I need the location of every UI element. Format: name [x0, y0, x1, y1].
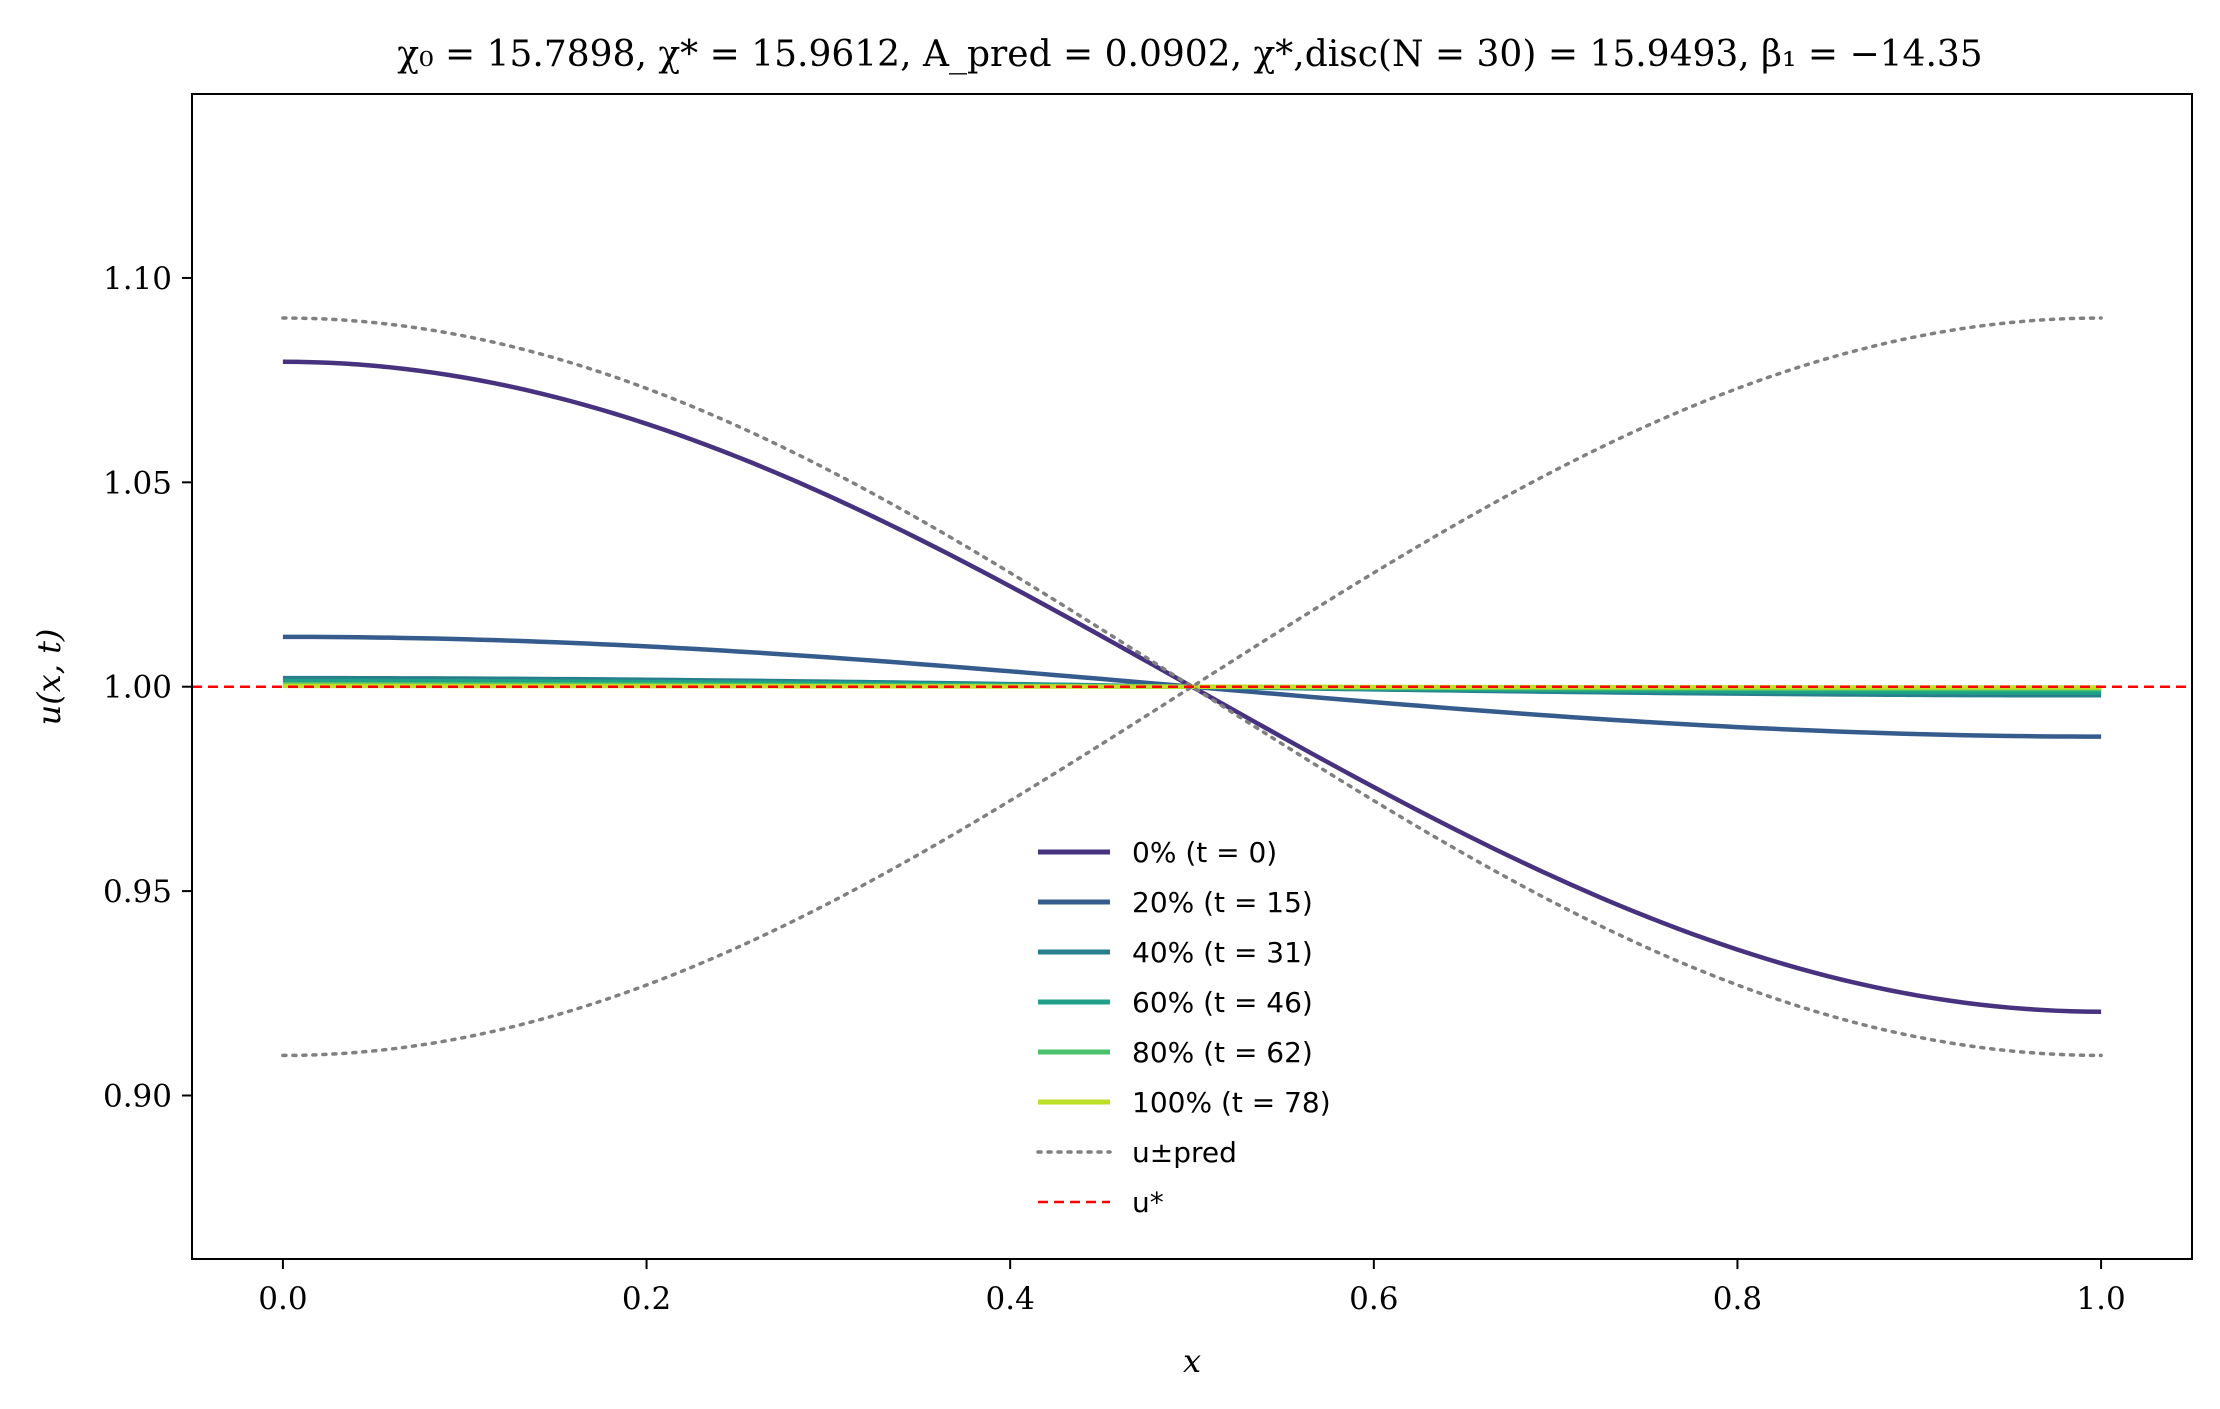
legend: 0% (t = 0) 20% (t = 15) 40% (t = 31) 60% (t…: [1036, 836, 1331, 1219]
y-tick-label: 1.00: [103, 670, 172, 706]
series-line-u-pred-minus: [281, 316, 2103, 1058]
x-tick-label: 1.0: [2076, 1281, 2125, 1317]
plot-frame: [191, 93, 2193, 1260]
x-tick-label: 0.8: [1713, 1281, 1762, 1317]
legend-label: u±pred: [1132, 1136, 1237, 1169]
legend-label: 100% (t = 78): [1132, 1086, 1331, 1119]
y-tick-label: 0.95: [103, 874, 172, 910]
chart-title: χ₀ = 15.7898, χ* = 15.9612, A_pred = 0.0…: [397, 34, 1982, 75]
y-tick-label: 0.90: [103, 1078, 172, 1114]
legend-label: 40% (t = 31): [1132, 936, 1313, 969]
legend-label: 0% (t = 0): [1132, 836, 1277, 869]
series-line-u-pred-plus: [281, 316, 2103, 1058]
x-axis-ticks: 0.0 0.2 0.4 0.6 0.8 1.0: [258, 1259, 2126, 1317]
legend-label: u*: [1132, 1186, 1164, 1219]
y-tick-label: 1.05: [103, 465, 172, 501]
legend-label: 80% (t = 62): [1132, 1036, 1313, 1069]
legend-label: 60% (t = 46): [1132, 986, 1313, 1019]
x-tick-label: 0.4: [986, 1281, 1035, 1317]
y-tick-label: 1.10: [103, 261, 172, 297]
y-axis-ticks: 0.90 0.95 1.00 1.05 1.10: [103, 261, 192, 1114]
x-tick-label: 0.2: [622, 1281, 671, 1317]
legend-label: 20% (t = 15): [1132, 886, 1313, 919]
x-tick-label: 0.0: [258, 1281, 307, 1317]
x-tick-label: 0.6: [1349, 1281, 1398, 1317]
y-axis-label: u(x, t): [30, 629, 68, 726]
x-axis-label: x: [1183, 1342, 1201, 1380]
plot-lines: [192, 316, 2192, 1058]
